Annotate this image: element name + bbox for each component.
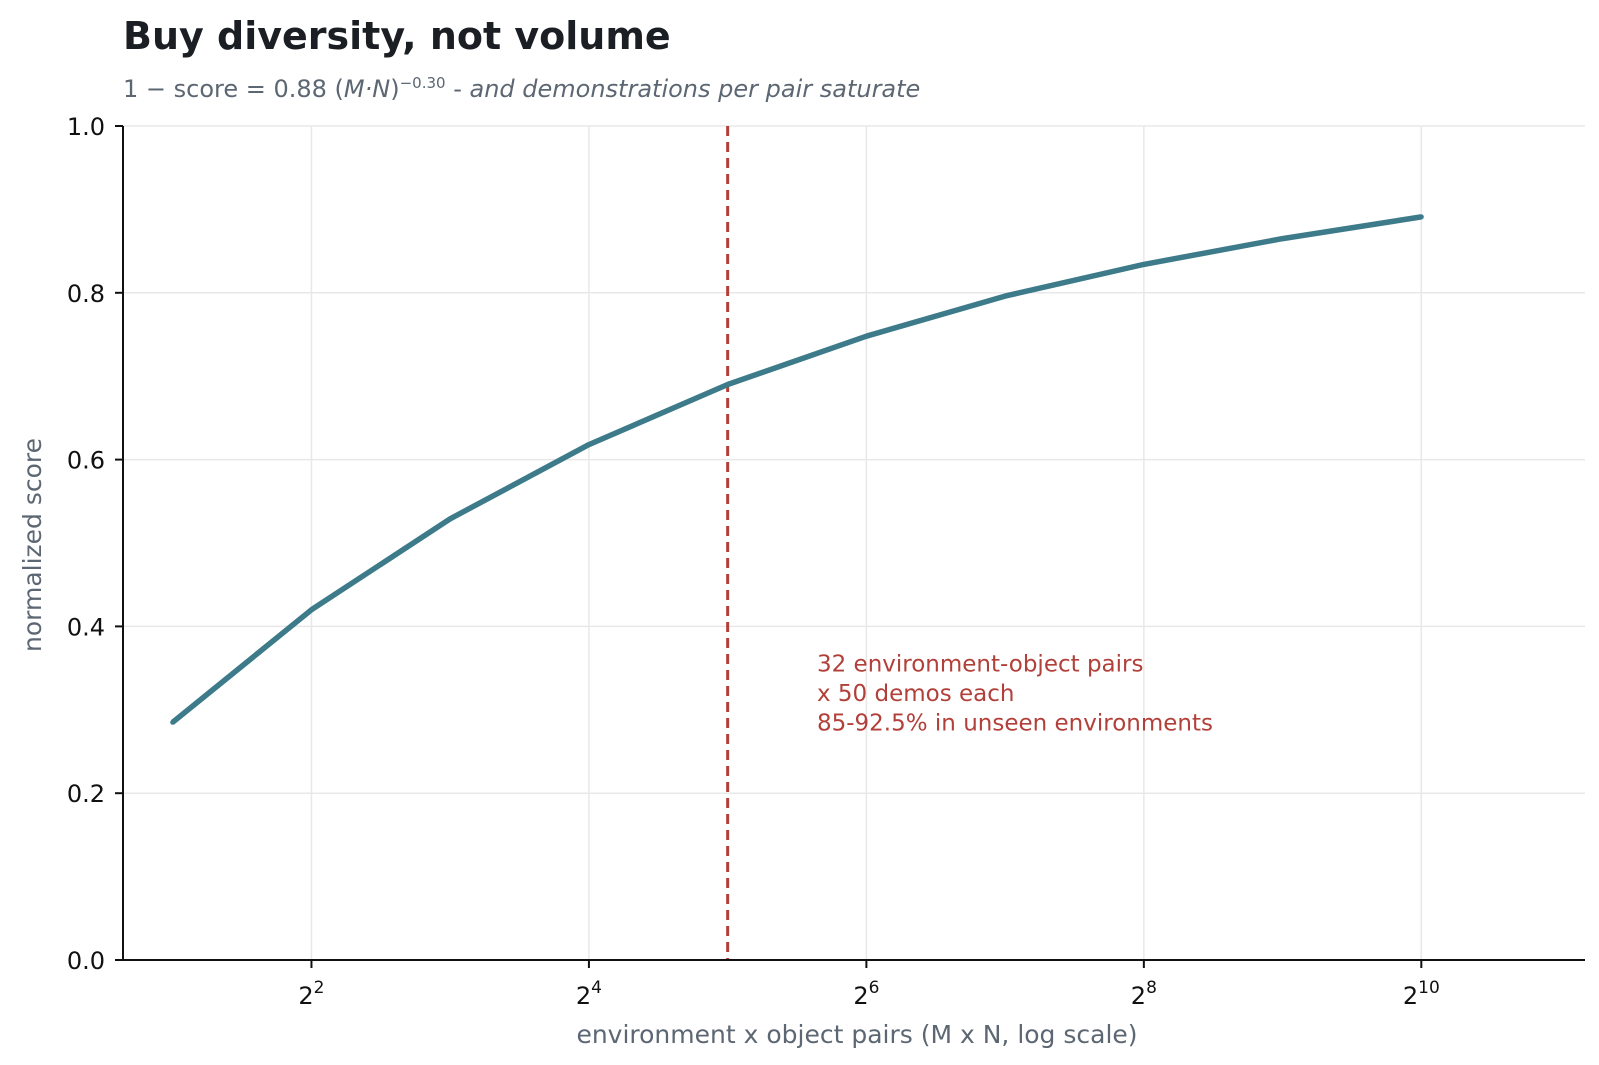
subtitle-formula-exponent: −0.30 bbox=[399, 74, 446, 92]
subtitle-note: and demonstrations per pair saturate bbox=[469, 75, 921, 103]
x-tick-base: 2 bbox=[1131, 982, 1146, 1010]
x-tick-base: 2 bbox=[298, 982, 313, 1010]
y-tick-label: 0.8 bbox=[67, 280, 105, 308]
x-tick-label: 24 bbox=[576, 978, 602, 1010]
data-point bbox=[1418, 214, 1424, 220]
data-point bbox=[725, 382, 731, 388]
x-tick-exponent: 8 bbox=[1146, 978, 1157, 998]
annotation: 32 environment-object pairs x 50 demos ea… bbox=[817, 651, 1213, 736]
y-axis-title: normalized score bbox=[18, 438, 47, 652]
subtitle-formula-var: M·N bbox=[343, 75, 391, 103]
y-tick-label: 0.6 bbox=[67, 447, 105, 475]
tick-labels: 0.00.20.40.60.81.022 24 26 28 210 bbox=[67, 113, 1440, 1010]
x-tick-label: 28 bbox=[1131, 978, 1157, 1010]
x-axis-title: environment x object pairs (M x N, log s… bbox=[576, 1020, 1137, 1049]
x-tick-label: 22 bbox=[298, 978, 324, 1010]
data-point bbox=[447, 516, 453, 522]
subtitle-formula-suffix: ) bbox=[390, 75, 400, 103]
x-tick-exponent: 2 bbox=[314, 978, 325, 998]
subtitle-separator: - bbox=[445, 75, 470, 103]
subtitle-formula-prefix: 1 − score = 0.88 ( bbox=[123, 75, 344, 103]
x-tick-base: 2 bbox=[576, 982, 591, 1010]
series-group bbox=[170, 214, 1424, 725]
x-tick-exponent: 10 bbox=[1418, 978, 1440, 998]
y-tick-label: 0.4 bbox=[67, 613, 105, 641]
series-line bbox=[170, 214, 1422, 725]
data-point bbox=[863, 333, 869, 339]
x-tick-label: 210 bbox=[1403, 978, 1440, 1010]
y-tick-label: 0.0 bbox=[67, 947, 105, 975]
axes bbox=[115, 125, 1585, 968]
x-tick-exponent: 4 bbox=[591, 978, 602, 998]
grid bbox=[123, 125, 1585, 961]
data-point bbox=[1002, 293, 1008, 299]
chart-subtitle: 1 − score = 0.88 (M·N)−0.30 - and demons… bbox=[123, 74, 920, 103]
x-tick-base: 2 bbox=[1403, 982, 1418, 1010]
annotation-line: x 50 demos each bbox=[817, 681, 1015, 707]
data-point bbox=[1141, 261, 1147, 267]
chart-title: Buy diversity, not volume bbox=[123, 14, 671, 58]
x-tick-exponent: 6 bbox=[869, 978, 880, 998]
x-tick-label: 26 bbox=[853, 978, 879, 1010]
data-point bbox=[586, 442, 592, 448]
data-point bbox=[170, 719, 176, 725]
data-point bbox=[1280, 236, 1286, 242]
y-tick-label: 0.2 bbox=[67, 780, 105, 808]
x-tick-base: 2 bbox=[853, 982, 868, 1010]
y-tick-label: 1.0 bbox=[67, 113, 105, 141]
annotation-line: 85-92.5% in unseen environments bbox=[817, 710, 1213, 736]
data-point bbox=[308, 607, 314, 613]
annotation-line: 32 environment-object pairs bbox=[817, 651, 1143, 677]
